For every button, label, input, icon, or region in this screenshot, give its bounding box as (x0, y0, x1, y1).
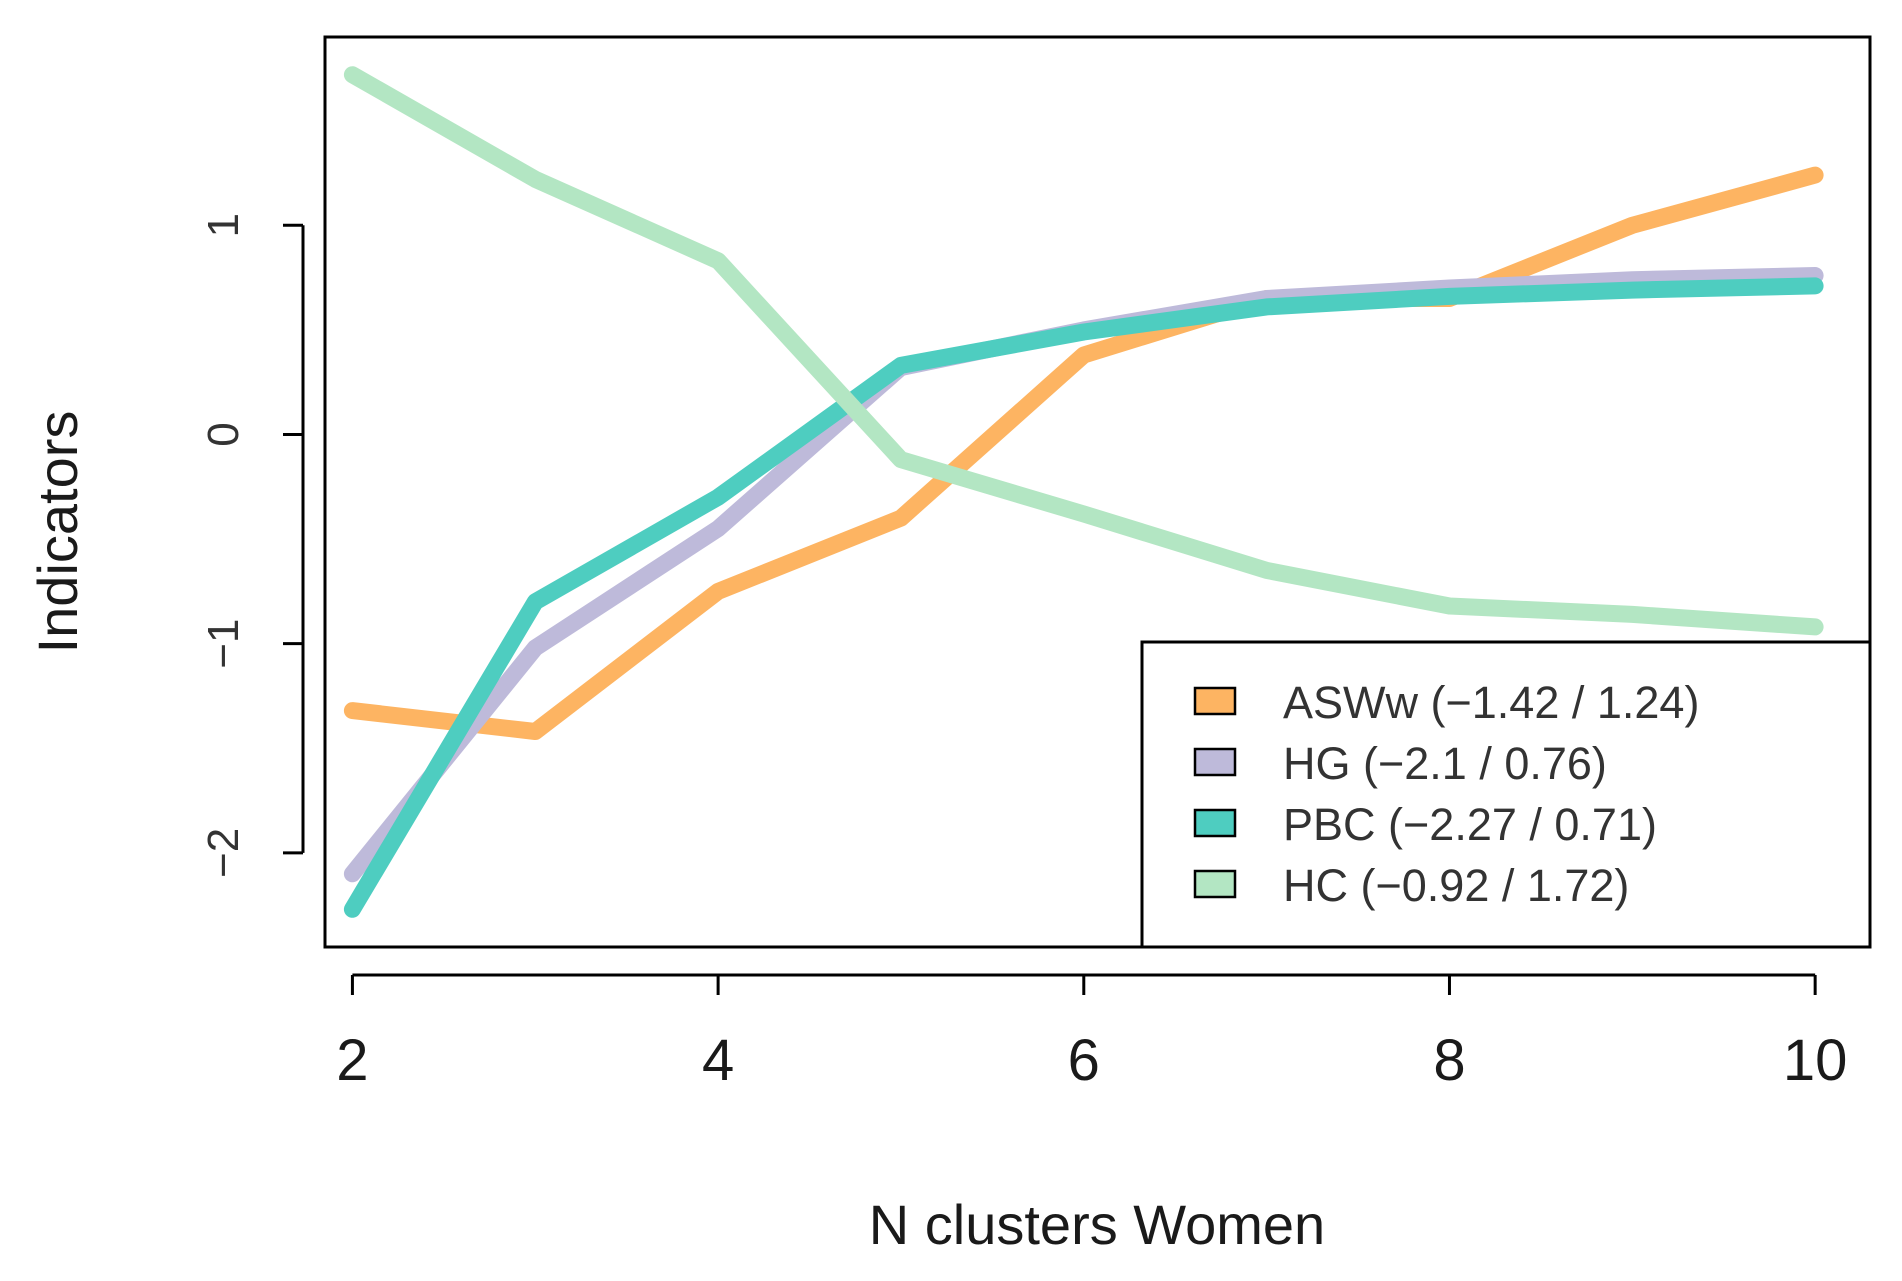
legend-label-hc: HC (−0.92 / 1.72) (1283, 860, 1629, 911)
y-tick-label: 1 (199, 213, 248, 237)
legend-label-pbc: PBC (−2.27 / 0.71) (1283, 799, 1657, 850)
legend-swatch-hg (1193, 747, 1237, 777)
y-tick-label: −1 (199, 619, 248, 669)
series-line-asww (343, 166, 1824, 740)
legend-swatch-pbc (1193, 808, 1237, 838)
x-axis: 2 4 6 8 10 (336, 973, 1848, 1093)
y-axis-label: Indicators (26, 411, 89, 654)
x-axis-label: N clusters Women (869, 1193, 1325, 1256)
x-tick-label: 8 (1433, 1028, 1465, 1093)
legend: ASWw (−1.42 / 1.24) HG (−2.1 / 0.76) PBC (… (1140, 640, 1872, 949)
legend-label-asww: ASWw (−1.42 / 1.24) (1283, 677, 1699, 728)
legend-swatch-asww (1193, 686, 1237, 716)
y-tick-label: 0 (199, 422, 248, 446)
legend-label-hg: HG (−2.1 / 0.76) (1283, 738, 1607, 789)
plot-frame (323, 35, 1872, 949)
legend-box (1140, 640, 1872, 949)
x-tick-label: 6 (1068, 1028, 1100, 1093)
x-tick-label: 2 (336, 1028, 368, 1093)
series-layer (343, 66, 1824, 918)
x-tick-label: 10 (1783, 1028, 1848, 1093)
legend-swatch-hc (1193, 869, 1237, 899)
y-axis: −2 −1 0 1 (199, 213, 305, 878)
y-tick-label: −2 (199, 828, 248, 878)
series-line-pbc (343, 277, 1824, 918)
x-tick-label: 4 (702, 1028, 734, 1093)
series-line-hc (343, 66, 1824, 636)
